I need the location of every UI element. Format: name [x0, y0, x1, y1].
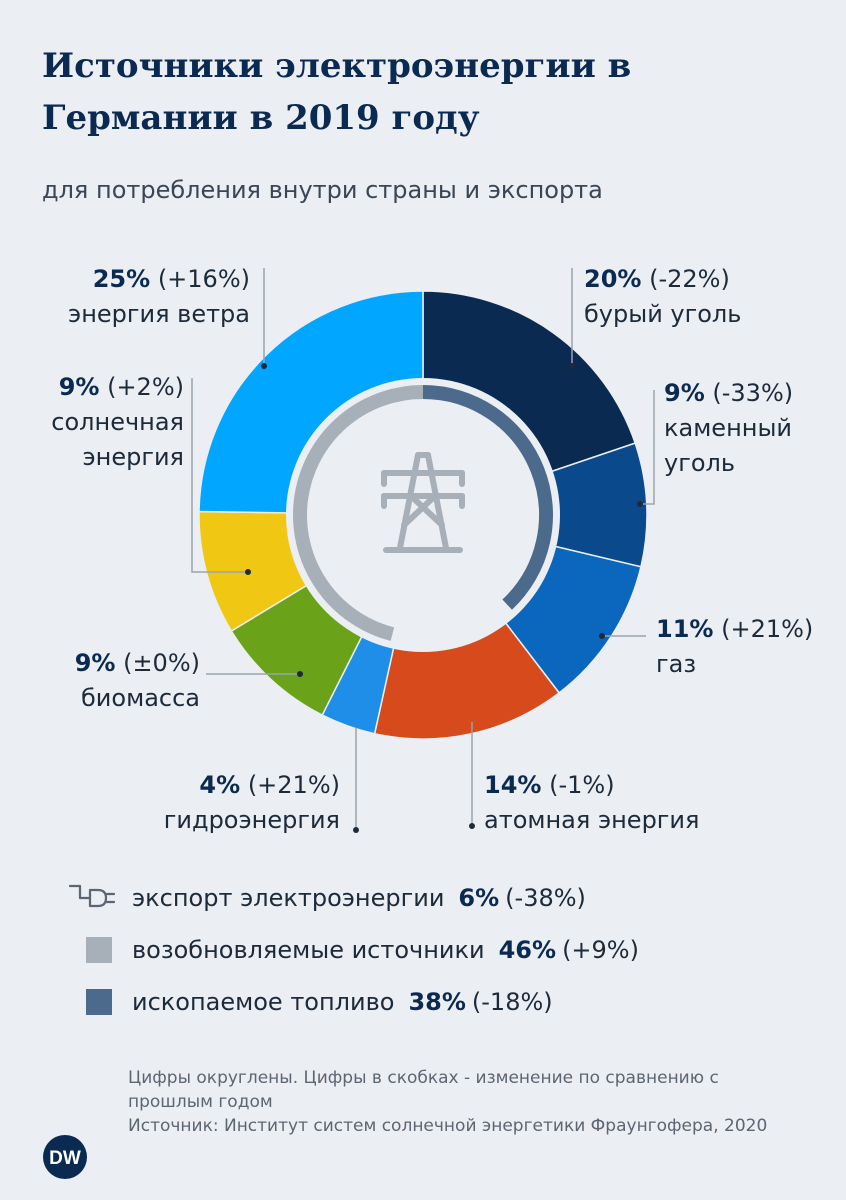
label-hydro: 4% (+21%) гидроэнергия [163, 771, 340, 834]
legend-change: (-18%) [471, 988, 553, 1016]
legend-item-renewables: возобновляемые источники 46% (+9%) [68, 930, 639, 970]
leader-dot-5 [599, 633, 605, 639]
leader-dot-4 [637, 501, 643, 507]
label-lignite: 20% (-22%) бурый уголь [584, 265, 742, 328]
inner-arc-fossil [422, 385, 553, 610]
label-biomass: 9% (±0%) биомасса [74, 649, 200, 712]
outer-ring [198, 290, 648, 740]
label-wind: 25% (+16%) энергия ветра [68, 265, 250, 328]
leader-line-3 [191, 378, 248, 573]
svg-text:DW: DW [49, 1148, 81, 1169]
leader-lines [191, 268, 655, 833]
dw-logo: DW [43, 1135, 87, 1179]
legend-item-export: экспорт электроэнергии 6% (-38%) [68, 878, 586, 918]
leader-dot-7 [353, 827, 359, 833]
leader-dot-2 [569, 363, 575, 369]
plug-icon [68, 884, 116, 908]
legend-item-fossil: ископаемое топливо 38% (-18%) [68, 982, 553, 1022]
leader-dot-8 [469, 823, 475, 829]
label-hard-coal: 9% (-33%) каменный уголь [664, 379, 794, 477]
leader-line-4 [640, 390, 655, 505]
footnote-rounding: Цифры округлены. Цифры в скобках - измен… [128, 1068, 719, 1112]
legend-label: экспорт электроэнергии [132, 884, 445, 912]
page-subtitle: для потребления внутри страны и экспорта [42, 176, 603, 204]
legend-value: 46% [498, 936, 557, 964]
label-nuclear: 14% (-1%) атомная энергия [484, 771, 700, 834]
footnote-source: Источник: Институт систем солнечной энер… [128, 1116, 768, 1136]
label-solar: 9% (+2%) солнечная энергия [51, 373, 184, 471]
legend-swatch-renewables [86, 937, 112, 963]
donut-chart [191, 268, 655, 833]
footnote: Цифры округлены. Цифры в скобках - измен… [128, 1066, 808, 1138]
leader-dot-6 [297, 671, 303, 677]
legend-change: (-38%) [505, 884, 586, 912]
legend-change: (+9%) [562, 936, 639, 964]
donut-hole [286, 378, 560, 652]
label-gas: 11% (+21%) газ [656, 615, 814, 678]
inner-arc-renewables [293, 385, 424, 641]
legend-value: 38% [408, 988, 466, 1016]
leader-dot-3 [245, 569, 251, 575]
legend-label: возобновляемые источники [132, 936, 485, 964]
power-pylon-icon [381, 452, 465, 553]
inner-ring [293, 385, 553, 641]
legend-swatch-fossil [86, 989, 112, 1015]
legend-value: 6% [458, 884, 500, 912]
page-title: Источники электроэнергии в Германии в 20… [42, 46, 632, 138]
legend-label: ископаемое топливо [132, 988, 395, 1016]
leader-dot-1 [261, 363, 267, 369]
